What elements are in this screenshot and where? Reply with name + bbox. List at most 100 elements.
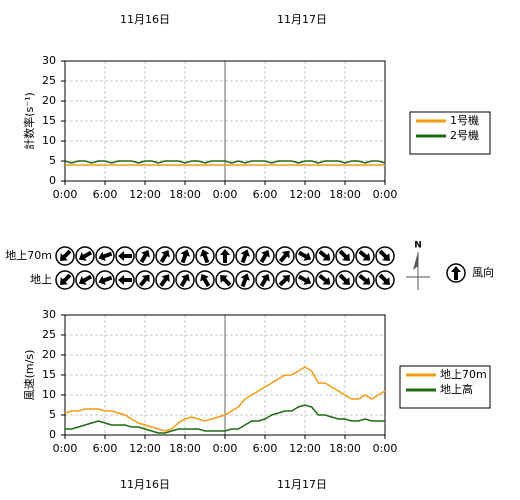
wind-arrow — [195, 246, 215, 266]
y-tick-label: 5 — [49, 408, 56, 421]
wind-arrow — [215, 270, 235, 290]
wind-arrow — [75, 270, 95, 290]
legend-box — [409, 111, 491, 155]
x-tick-label: 0:00 — [213, 188, 238, 201]
y-axis-label: 風速(m/s) — [23, 350, 36, 401]
wind-legend-icon — [446, 263, 466, 283]
wind-arrow — [115, 270, 135, 290]
legend-label: 2号機 — [450, 128, 479, 142]
wind-arrow — [215, 246, 235, 266]
north-symbol: N — [406, 241, 430, 290]
y-tick-label: 0 — [49, 174, 56, 187]
x-tick-label: 0:00 — [373, 188, 398, 201]
arrow — [240, 249, 251, 264]
wind-arrow — [75, 246, 95, 266]
x-tick-label: 18:00 — [169, 442, 201, 455]
arrow — [240, 273, 251, 288]
plot-frame — [64, 314, 386, 436]
wind-arrow — [255, 270, 275, 290]
wind-arrow — [275, 246, 295, 266]
wind-arrow — [335, 246, 355, 266]
date-label: 11月17日 — [277, 478, 327, 491]
arrow — [60, 273, 72, 285]
y-axis-label: 計数率(s⁻¹) — [22, 92, 36, 150]
x-tick-label: 0:00 — [53, 442, 78, 455]
x-tick-label: 18:00 — [169, 188, 201, 201]
arrow — [318, 249, 331, 261]
x-tick-label: 18:00 — [329, 442, 361, 455]
arrow — [179, 273, 190, 288]
wind-legend-label: 風向 — [472, 265, 494, 279]
wind-arrow — [135, 246, 155, 266]
wind-arrow — [315, 270, 335, 290]
arrow — [378, 273, 390, 285]
wind-arrow — [315, 246, 335, 266]
y-tick-label: 5 — [49, 154, 56, 167]
arrow — [220, 249, 230, 263]
arrow — [118, 251, 132, 261]
wind-arrow — [155, 270, 175, 290]
y-tick-label: 30 — [42, 54, 56, 67]
wind-arrow — [355, 246, 375, 266]
wind-arrow — [95, 270, 115, 290]
north-label: N — [414, 241, 422, 251]
arrow — [200, 273, 211, 288]
y-tick-label: 20 — [42, 348, 56, 361]
arrow — [199, 249, 210, 264]
wind-arrow — [55, 246, 75, 266]
arrow — [78, 274, 93, 285]
legend-label: 地上70m — [440, 368, 487, 381]
x-tick-label: 6:00 — [93, 188, 118, 201]
wind-arrow — [335, 270, 355, 290]
x-tick-label: 0:00 — [213, 442, 238, 455]
arrow — [259, 273, 270, 288]
wind-arrow — [375, 246, 395, 266]
wind-arrow — [95, 246, 115, 266]
series-line — [64, 366, 386, 432]
x-tick-label: 12:00 — [289, 188, 321, 201]
y-tick-label: 25 — [42, 328, 56, 341]
x-tick-label: 0:00 — [53, 188, 78, 201]
x-tick-label: 6:00 — [93, 442, 118, 455]
arrow — [338, 249, 350, 261]
wind-arrow — [375, 270, 395, 290]
y-tick-label: 10 — [42, 134, 56, 147]
row-label: 地上 — [30, 273, 52, 286]
arrow — [138, 274, 150, 287]
y-tick-label: 0 — [49, 428, 56, 441]
wind-arrow — [55, 270, 75, 290]
y-tick-label: 20 — [42, 94, 56, 107]
wind-arrow — [235, 270, 255, 290]
arrow — [358, 249, 371, 261]
arrow — [118, 275, 132, 285]
wind-arrow — [255, 246, 275, 266]
arrow — [78, 250, 93, 261]
series-line — [65, 404, 385, 434]
date-label: 11月16日 — [120, 478, 170, 491]
arrow — [297, 250, 312, 261]
wind-arrow — [355, 270, 375, 290]
wind-arrow — [115, 246, 135, 266]
y-tick-label: 15 — [42, 114, 56, 127]
arrow — [60, 249, 72, 261]
arrow — [338, 273, 350, 285]
date-label: 11月17日 — [277, 13, 327, 26]
wind-arrow — [235, 246, 255, 266]
plot-frame — [64, 60, 386, 182]
y-tick-label: 15 — [42, 368, 56, 381]
x-tick-label: 18:00 — [329, 188, 361, 201]
x-tick-label: 12:00 — [129, 442, 161, 455]
x-tick-label: 0:00 — [373, 442, 398, 455]
y-tick-label: 10 — [42, 388, 56, 401]
wind-arrow — [175, 270, 195, 290]
x-tick-label: 12:00 — [129, 188, 161, 201]
arrow — [180, 249, 191, 264]
arrow — [358, 273, 371, 285]
x-tick-label: 12:00 — [289, 442, 321, 455]
wind-arrow — [135, 270, 155, 290]
wind-arrow — [195, 270, 215, 290]
arrow — [451, 266, 461, 280]
date-label: 11月16日 — [120, 13, 170, 26]
arrow — [98, 251, 113, 262]
